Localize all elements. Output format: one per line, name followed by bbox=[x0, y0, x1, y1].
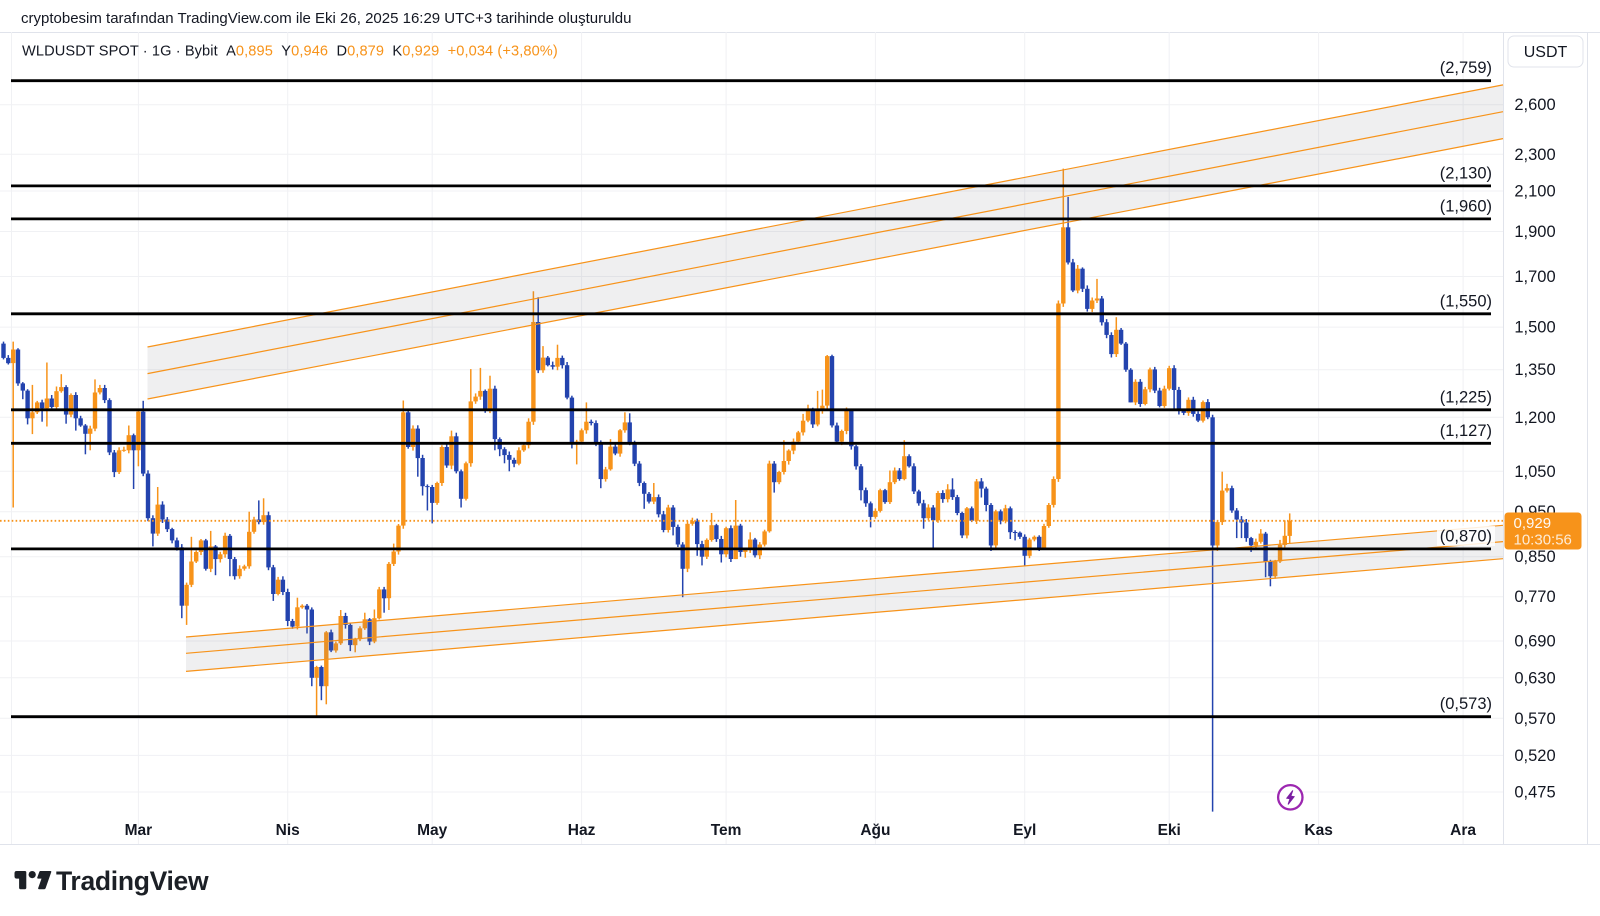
svg-text:2,300: 2,300 bbox=[1514, 146, 1555, 164]
svg-text:0,475: 0,475 bbox=[1514, 784, 1555, 802]
svg-text:0,770: 0,770 bbox=[1514, 588, 1555, 606]
svg-text:2,600: 2,600 bbox=[1514, 96, 1555, 114]
svg-text:1,900: 1,900 bbox=[1514, 223, 1555, 241]
svg-text:May: May bbox=[417, 822, 448, 839]
svg-text:(0,573): (0,573) bbox=[1440, 695, 1492, 713]
svg-text:2,100: 2,100 bbox=[1514, 183, 1555, 201]
svg-text:(1,550): (1,550) bbox=[1440, 292, 1492, 310]
svg-text:Ağu: Ağu bbox=[860, 822, 890, 839]
svg-text:10:30:56: 10:30:56 bbox=[1514, 532, 1572, 549]
svg-text:TradingView: TradingView bbox=[56, 866, 209, 896]
svg-text:(1,960): (1,960) bbox=[1440, 197, 1492, 215]
svg-text:Ara: Ara bbox=[1450, 822, 1476, 839]
svg-text:Tem: Tem bbox=[711, 822, 742, 839]
svg-text:Eyl: Eyl bbox=[1013, 822, 1036, 839]
svg-text:1,200: 1,200 bbox=[1514, 409, 1555, 427]
svg-text:(2,759): (2,759) bbox=[1440, 59, 1492, 77]
svg-text:0,690: 0,690 bbox=[1514, 633, 1555, 651]
svg-text:WLDUSDT SPOT · 1G · Bybit A0,: WLDUSDT SPOT · 1G · Bybit A0,895 Y0,946 … bbox=[22, 44, 558, 60]
svg-text:Haz: Haz bbox=[568, 822, 596, 839]
svg-text:0,570: 0,570 bbox=[1514, 710, 1555, 728]
svg-text:Nis: Nis bbox=[276, 822, 300, 839]
svg-text:USDT: USDT bbox=[1524, 44, 1568, 61]
svg-text:(0,870): (0,870) bbox=[1440, 527, 1492, 545]
svg-text:1,050: 1,050 bbox=[1514, 463, 1555, 481]
svg-text:(1,225): (1,225) bbox=[1440, 388, 1492, 406]
svg-text:Mar: Mar bbox=[125, 822, 153, 839]
svg-text:1,350: 1,350 bbox=[1514, 361, 1555, 379]
svg-text:1,700: 1,700 bbox=[1514, 268, 1555, 286]
svg-text:Kas: Kas bbox=[1304, 822, 1332, 839]
svg-text:0,929: 0,929 bbox=[1514, 515, 1552, 532]
svg-text:0,850: 0,850 bbox=[1514, 548, 1555, 566]
svg-text:0,630: 0,630 bbox=[1514, 669, 1555, 687]
svg-text:Eki: Eki bbox=[1158, 822, 1181, 839]
svg-text:cryptobesim tarafından Trading: cryptobesim tarafından TradingView.com i… bbox=[21, 10, 632, 27]
svg-text:(2,130): (2,130) bbox=[1440, 164, 1492, 182]
svg-text:0,520: 0,520 bbox=[1514, 747, 1555, 765]
svg-text:1,500: 1,500 bbox=[1514, 319, 1555, 337]
svg-text:(1,127): (1,127) bbox=[1440, 422, 1492, 440]
